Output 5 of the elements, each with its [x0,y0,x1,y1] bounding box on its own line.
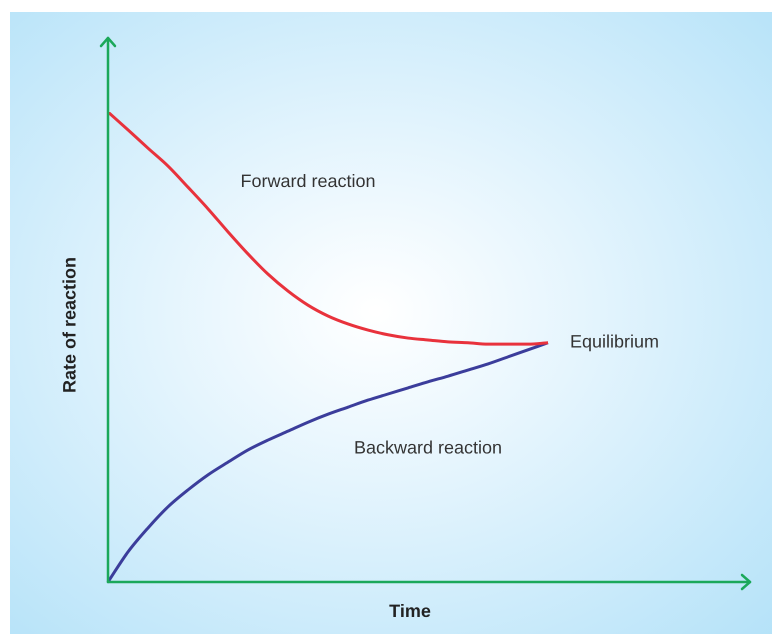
series-label: Backward reaction [354,438,502,458]
x-axis-title: Time [388,601,432,622]
y-axis-title: Rate of reaction [60,256,80,394]
text: Forward reaction [240,171,376,192]
annotation: Equilibrium [570,332,660,352]
